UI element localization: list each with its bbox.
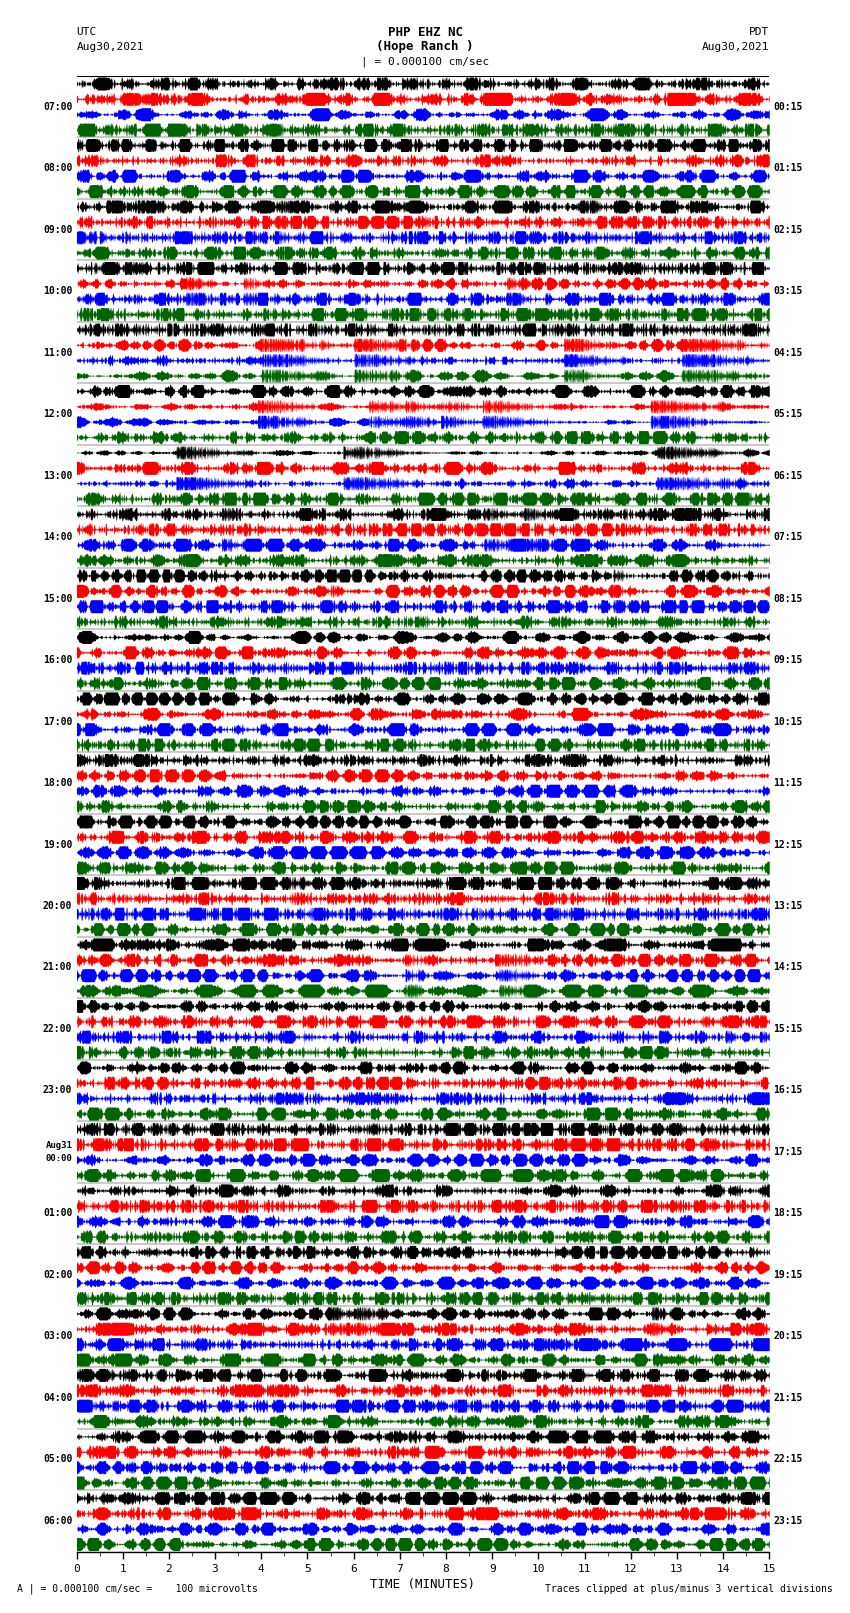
Text: 21:00: 21:00: [42, 963, 72, 973]
Text: 09:00: 09:00: [42, 224, 72, 234]
Text: 19:15: 19:15: [774, 1269, 803, 1281]
Text: Aug31: Aug31: [45, 1140, 72, 1150]
Text: 10:00: 10:00: [42, 286, 72, 297]
Text: 14:15: 14:15: [774, 963, 803, 973]
Text: 17:00: 17:00: [42, 716, 72, 726]
Text: 16:00: 16:00: [42, 655, 72, 665]
Text: 23:00: 23:00: [42, 1086, 72, 1095]
Text: 03:15: 03:15: [774, 286, 803, 297]
Text: 23:15: 23:15: [774, 1516, 803, 1526]
Text: 12:15: 12:15: [774, 839, 803, 850]
Text: 22:15: 22:15: [774, 1455, 803, 1465]
Text: 04:00: 04:00: [42, 1394, 72, 1403]
Text: 08:15: 08:15: [774, 594, 803, 603]
Text: 03:00: 03:00: [42, 1331, 72, 1342]
Text: 00:15: 00:15: [774, 102, 803, 111]
Text: PHP EHZ NC: PHP EHZ NC: [388, 26, 462, 39]
Text: 18:00: 18:00: [42, 777, 72, 789]
Text: A | = 0.000100 cm/sec =    100 microvolts: A | = 0.000100 cm/sec = 100 microvolts: [17, 1584, 258, 1594]
Text: 04:15: 04:15: [774, 347, 803, 358]
Text: 20:15: 20:15: [774, 1331, 803, 1342]
Text: 01:00: 01:00: [42, 1208, 72, 1218]
Text: 02:00: 02:00: [42, 1269, 72, 1281]
Text: 14:00: 14:00: [42, 532, 72, 542]
X-axis label: TIME (MINUTES): TIME (MINUTES): [371, 1578, 475, 1590]
Text: 21:15: 21:15: [774, 1394, 803, 1403]
Text: 15:15: 15:15: [774, 1024, 803, 1034]
Text: 08:00: 08:00: [42, 163, 72, 173]
Text: 17:15: 17:15: [774, 1147, 803, 1157]
Text: 10:15: 10:15: [774, 716, 803, 726]
Text: 07:00: 07:00: [42, 102, 72, 111]
Text: Aug30,2021: Aug30,2021: [76, 42, 144, 52]
Text: 05:00: 05:00: [42, 1455, 72, 1465]
Text: (Hope Ranch ): (Hope Ranch ): [377, 40, 473, 53]
Text: 09:15: 09:15: [774, 655, 803, 665]
Text: 11:15: 11:15: [774, 777, 803, 789]
Text: 01:15: 01:15: [774, 163, 803, 173]
Text: 13:15: 13:15: [774, 902, 803, 911]
Text: 20:00: 20:00: [42, 902, 72, 911]
Text: Aug30,2021: Aug30,2021: [702, 42, 769, 52]
Text: 15:00: 15:00: [42, 594, 72, 603]
Text: 16:15: 16:15: [774, 1086, 803, 1095]
Text: 02:15: 02:15: [774, 224, 803, 234]
Text: PDT: PDT: [749, 27, 769, 37]
Text: 13:00: 13:00: [42, 471, 72, 481]
Text: 19:00: 19:00: [42, 839, 72, 850]
Text: 11:00: 11:00: [42, 347, 72, 358]
Text: 06:00: 06:00: [42, 1516, 72, 1526]
Text: 18:15: 18:15: [774, 1208, 803, 1218]
Text: 00:00: 00:00: [45, 1153, 72, 1163]
Text: Traces clipped at plus/minus 3 vertical divisions: Traces clipped at plus/minus 3 vertical …: [545, 1584, 833, 1594]
Text: 22:00: 22:00: [42, 1024, 72, 1034]
Text: UTC: UTC: [76, 27, 97, 37]
Text: 06:15: 06:15: [774, 471, 803, 481]
Text: | = 0.000100 cm/sec: | = 0.000100 cm/sec: [361, 56, 489, 66]
Text: 12:00: 12:00: [42, 410, 72, 419]
Text: 07:15: 07:15: [774, 532, 803, 542]
Text: 05:15: 05:15: [774, 410, 803, 419]
